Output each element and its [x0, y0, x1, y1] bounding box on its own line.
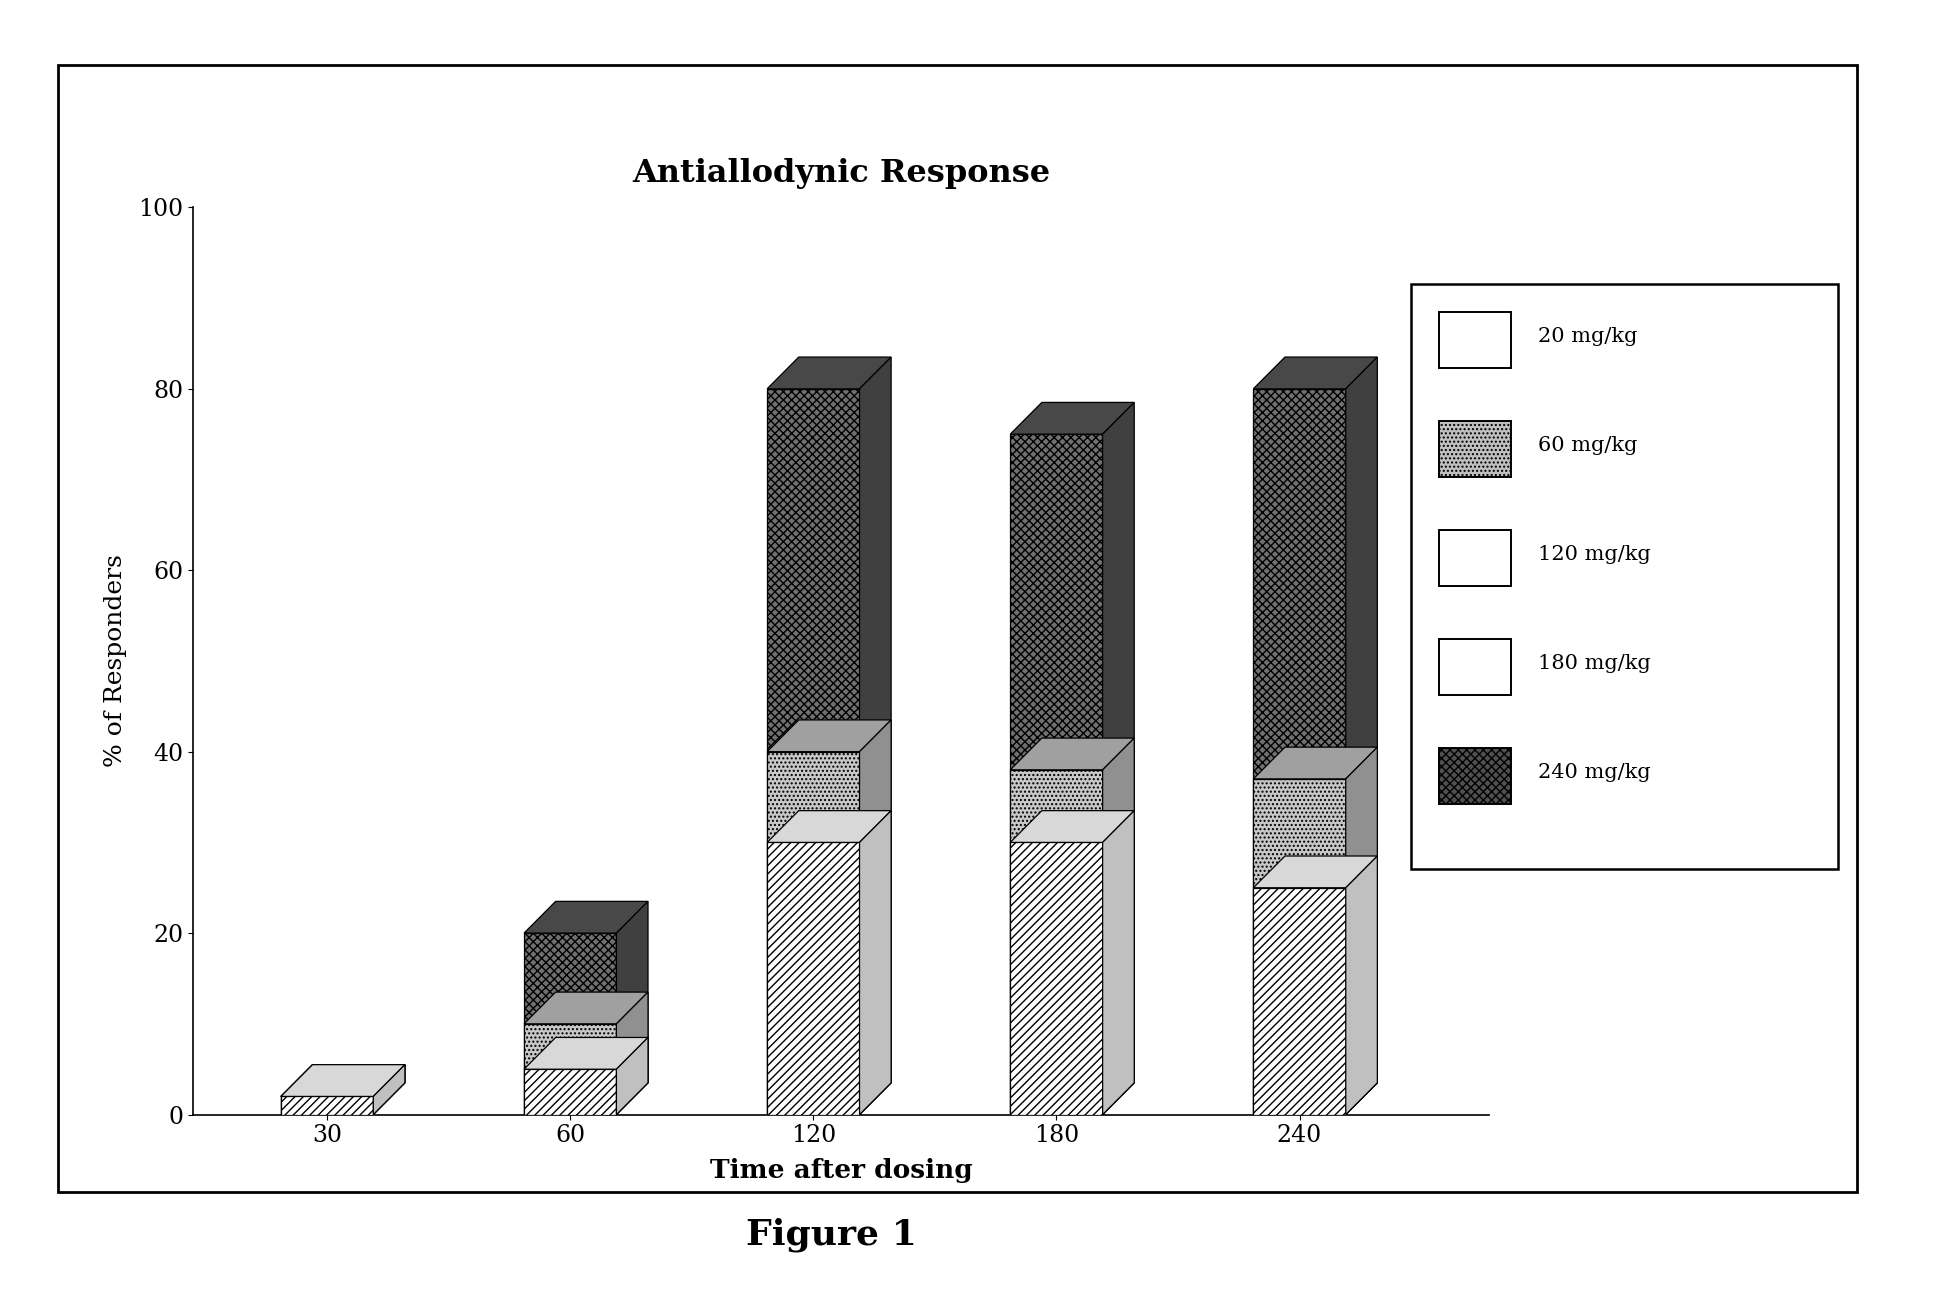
- Polygon shape: [280, 1096, 373, 1115]
- Polygon shape: [617, 993, 648, 1115]
- Text: 60 mg/kg: 60 mg/kg: [1539, 437, 1638, 455]
- Polygon shape: [1346, 857, 1377, 1115]
- FancyBboxPatch shape: [1439, 748, 1510, 804]
- Polygon shape: [1253, 888, 1346, 1115]
- Polygon shape: [768, 811, 892, 842]
- Y-axis label: % of Responders: % of Responders: [104, 555, 128, 767]
- Polygon shape: [373, 1065, 404, 1115]
- Polygon shape: [1253, 358, 1377, 389]
- Polygon shape: [1253, 746, 1377, 779]
- Polygon shape: [280, 1065, 404, 1096]
- Polygon shape: [280, 1096, 373, 1115]
- Polygon shape: [524, 933, 617, 1115]
- Polygon shape: [1102, 402, 1133, 1115]
- Polygon shape: [1010, 811, 1133, 842]
- Polygon shape: [524, 902, 648, 933]
- Text: 240 mg/kg: 240 mg/kg: [1539, 763, 1652, 781]
- Polygon shape: [280, 1065, 404, 1096]
- Polygon shape: [1010, 739, 1133, 770]
- Polygon shape: [1010, 770, 1102, 1115]
- Polygon shape: [373, 1065, 404, 1115]
- Polygon shape: [524, 1069, 617, 1115]
- Polygon shape: [524, 1037, 648, 1069]
- Text: 180 mg/kg: 180 mg/kg: [1539, 654, 1652, 673]
- Polygon shape: [524, 1024, 617, 1115]
- Text: Figure 1: Figure 1: [747, 1217, 917, 1252]
- Polygon shape: [1102, 811, 1133, 1115]
- Polygon shape: [1010, 402, 1133, 434]
- Polygon shape: [524, 993, 648, 1024]
- Polygon shape: [280, 1096, 373, 1115]
- Polygon shape: [1253, 389, 1346, 1115]
- Polygon shape: [1010, 842, 1102, 1115]
- Polygon shape: [373, 1065, 404, 1115]
- Polygon shape: [859, 811, 892, 1115]
- Polygon shape: [768, 752, 859, 1115]
- Polygon shape: [768, 721, 892, 752]
- Polygon shape: [280, 1065, 404, 1096]
- Text: 120 mg/kg: 120 mg/kg: [1539, 546, 1652, 564]
- Polygon shape: [617, 902, 648, 1115]
- Polygon shape: [1346, 358, 1377, 1115]
- Polygon shape: [859, 358, 892, 1115]
- Text: 20 mg/kg: 20 mg/kg: [1539, 328, 1638, 346]
- Polygon shape: [768, 842, 859, 1115]
- Polygon shape: [859, 721, 892, 1115]
- Polygon shape: [1102, 739, 1133, 1115]
- FancyBboxPatch shape: [1439, 421, 1510, 477]
- Title: Antiallodynic Response: Antiallodynic Response: [632, 158, 1050, 189]
- Polygon shape: [1010, 434, 1102, 1115]
- FancyBboxPatch shape: [1439, 312, 1510, 368]
- Polygon shape: [617, 1037, 648, 1115]
- FancyBboxPatch shape: [1439, 530, 1510, 586]
- Polygon shape: [1253, 779, 1346, 1115]
- X-axis label: Time after dosing: Time after dosing: [710, 1159, 973, 1183]
- Polygon shape: [1346, 746, 1377, 1115]
- Polygon shape: [1253, 857, 1377, 888]
- Polygon shape: [768, 358, 892, 389]
- Polygon shape: [768, 389, 859, 1115]
- FancyBboxPatch shape: [1439, 639, 1510, 695]
- FancyBboxPatch shape: [1412, 284, 1839, 868]
